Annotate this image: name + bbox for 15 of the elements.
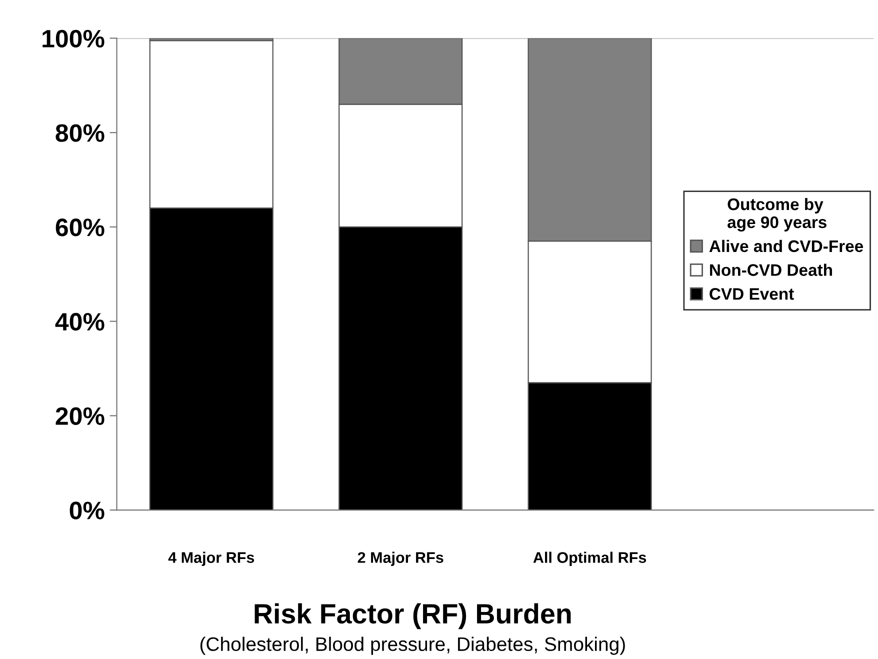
y-tick-label: 20% — [56, 407, 104, 425]
legend-label: Alive and CVD-Free — [709, 240, 864, 252]
x-tick-label: 2 Major RFs — [358, 552, 444, 566]
y-tick-label: 40% — [55, 312, 104, 331]
text: (Cholesterol, Blood pressure, Diabetes, Smoking) — [200, 636, 625, 655]
y-tick-label: 100% — [42, 30, 104, 48]
legend-label: Non-CVD Death — [710, 264, 832, 276]
y-tick-label: 80% — [56, 124, 104, 142]
x-tick-label: All Optimal RFs — [533, 552, 646, 566]
legend-title: Outcome by age 90 years — [728, 198, 826, 232]
legend-label: CVD Event — [710, 288, 794, 300]
x-axis-title: Risk Factor (RF) Burden — [254, 603, 571, 630]
y-tick-label: 60% — [56, 218, 104, 236]
x-tick-label: 4 Major RFs — [168, 552, 254, 566]
y-tick-label: 0% — [70, 502, 104, 520]
